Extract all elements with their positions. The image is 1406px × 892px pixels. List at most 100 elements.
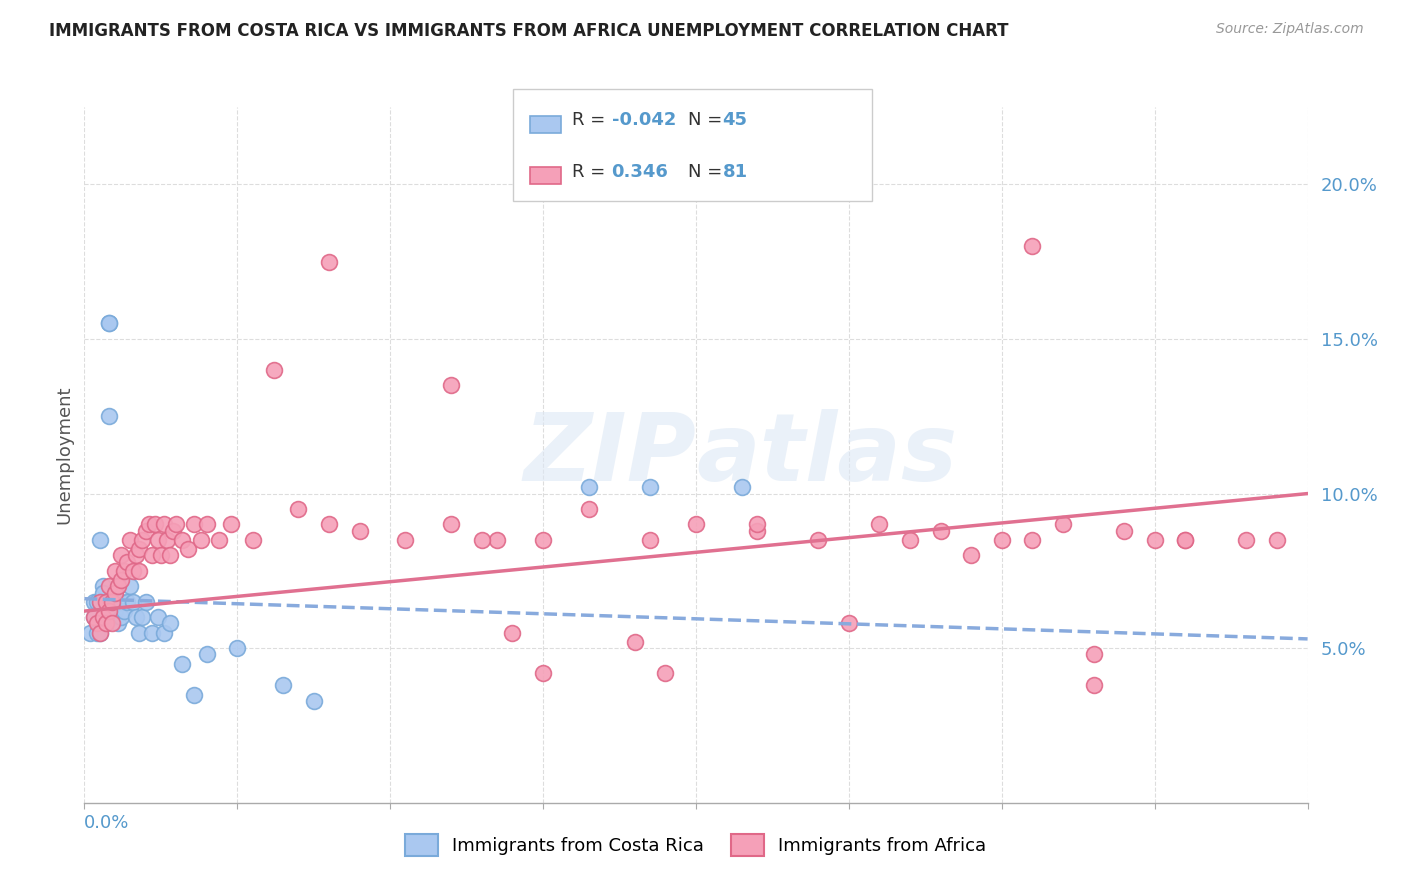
Point [86,595,108,609]
Text: R =: R = [572,162,612,181]
Point [318,517,340,532]
Point [440,517,463,532]
Point [638,533,661,547]
Point [120,533,142,547]
Point [731,480,754,494]
Point [172,533,194,547]
Point [242,533,264,547]
Point [125,610,148,624]
Point [107,579,129,593]
Point [110,595,132,609]
Point [747,517,769,532]
Point [1174,533,1197,547]
Point [89,595,111,609]
Point [89,533,111,547]
Point [79,625,101,640]
Point [86,616,108,631]
Point [149,549,172,563]
Point [97,579,120,593]
Point [156,533,179,547]
Point [115,555,138,569]
Point [131,533,153,547]
Point [141,549,163,563]
Point [94,616,117,631]
Point [190,533,212,547]
Point [1021,533,1043,547]
Text: R =: R = [572,112,612,129]
Point [578,480,600,494]
Point [89,625,111,640]
Point [1143,533,1166,547]
Point [1114,524,1136,538]
Point [128,625,150,640]
Point [131,610,153,624]
Point [83,610,105,624]
Point [122,564,145,578]
Point [135,595,157,609]
Point [654,665,676,680]
Point [91,585,114,599]
Point [104,585,127,599]
Point [135,524,157,538]
Point [86,625,108,640]
Point [685,517,707,532]
Text: N =: N = [688,112,727,129]
Point [97,409,120,424]
Point [807,533,830,547]
Point [104,604,127,618]
Point [120,579,142,593]
Point [747,524,769,538]
Point [502,625,524,640]
Point [110,610,132,624]
Point [104,564,127,578]
Point [97,317,120,331]
Legend: Immigrants from Costa Rica, Immigrants from Africa: Immigrants from Costa Rica, Immigrants f… [398,827,994,863]
Point [159,549,181,563]
Text: N =: N = [688,162,727,181]
Point [91,610,114,624]
Point [138,517,160,532]
Point [263,363,285,377]
Point [89,625,111,640]
Point [929,524,952,538]
Point [104,595,127,609]
Point [143,517,166,532]
Point [183,688,205,702]
Y-axis label: Unemployment: Unemployment [55,385,73,524]
Text: 0.346: 0.346 [612,162,668,181]
Text: 0.0%: 0.0% [84,814,129,832]
Point [991,533,1014,547]
Point [578,502,600,516]
Point [531,533,554,547]
Point [94,595,117,609]
Point [112,564,135,578]
Point [869,517,891,532]
Point [960,549,983,563]
Point [1083,678,1105,692]
Point [1174,533,1197,547]
Point [153,517,176,532]
Point [101,595,124,609]
Point [101,595,124,609]
Text: 45: 45 [723,112,748,129]
Point [287,502,309,516]
Point [122,595,145,609]
Point [107,616,129,631]
Point [83,610,105,624]
Point [94,616,117,631]
Point [172,657,194,671]
Point [112,604,135,618]
Point [177,542,200,557]
Point [195,648,218,662]
Point [624,635,647,649]
Point [94,595,117,609]
Point [165,517,187,532]
Point [128,564,150,578]
Text: 81: 81 [723,162,748,181]
Point [195,517,218,532]
Point [128,542,150,557]
Text: IMMIGRANTS FROM COSTA RICA VS IMMIGRANTS FROM AFRICA UNEMPLOYMENT CORRELATION CH: IMMIGRANTS FROM COSTA RICA VS IMMIGRANTS… [49,22,1008,40]
Point [531,665,554,680]
Point [638,480,661,494]
Point [146,533,169,547]
